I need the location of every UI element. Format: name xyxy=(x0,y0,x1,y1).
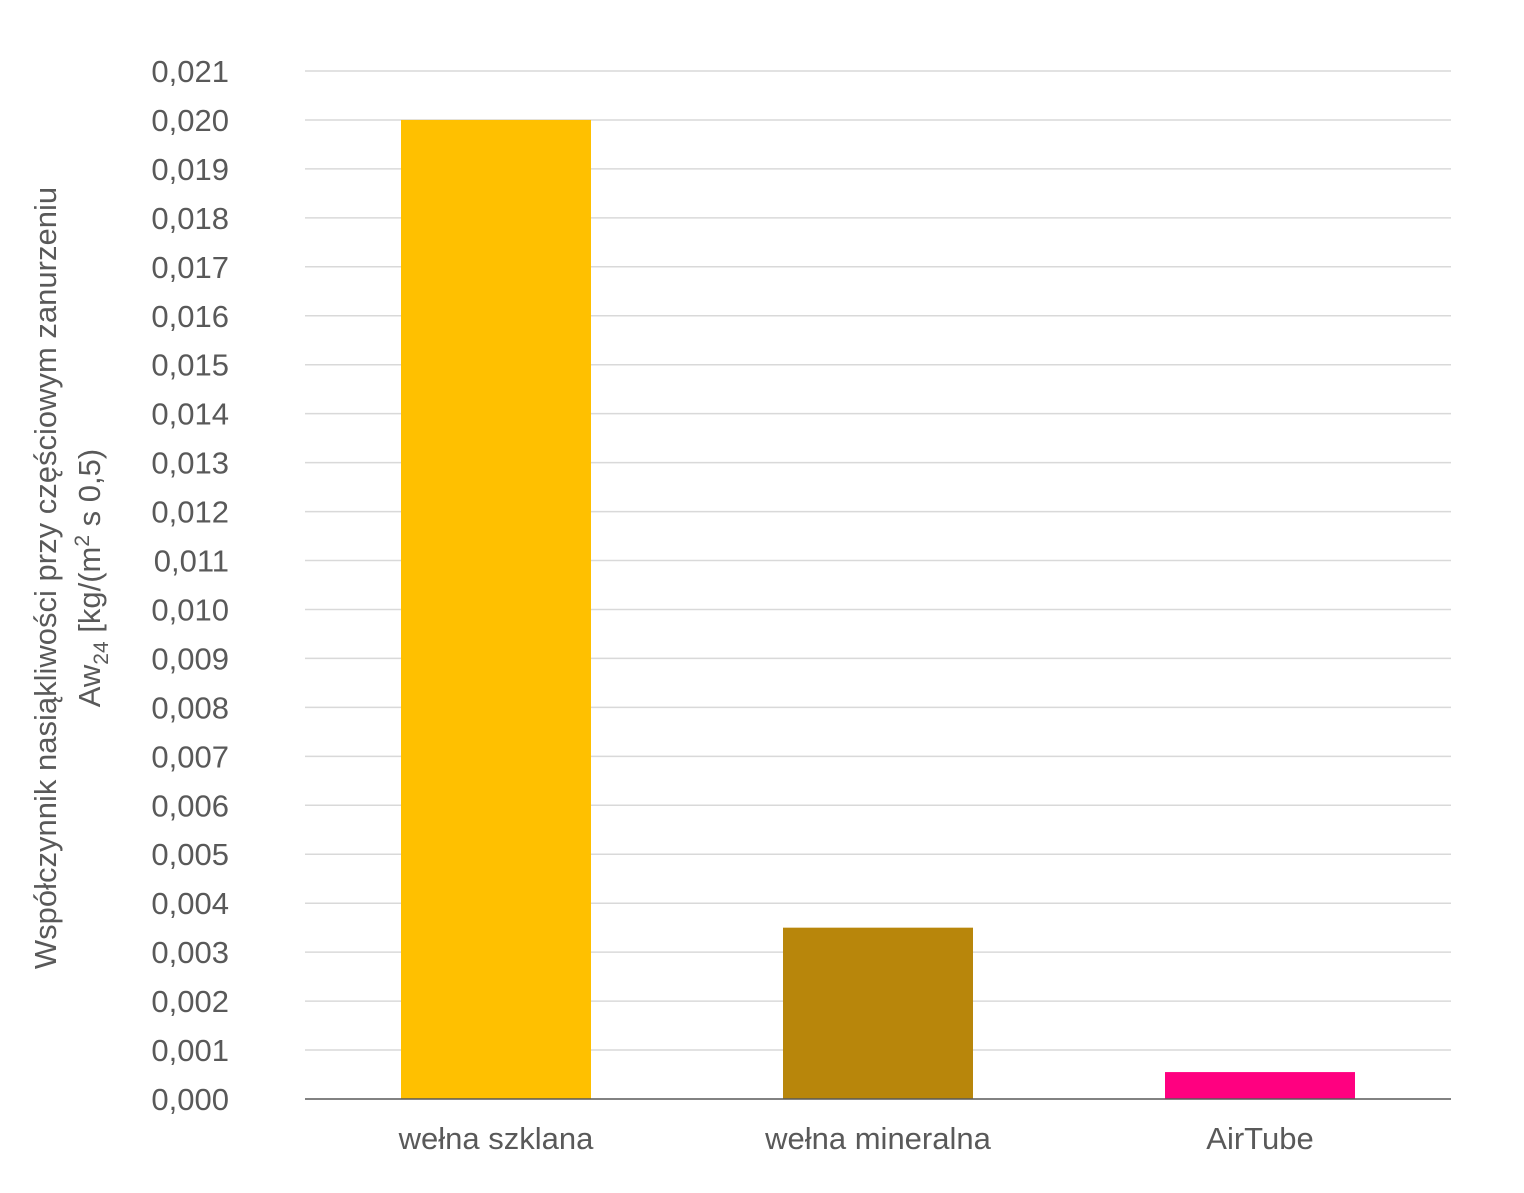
y-tick-label: 0,021 xyxy=(151,54,229,89)
y-tick-label: 0,012 xyxy=(151,495,229,530)
y-tick-label: 0,009 xyxy=(151,641,229,676)
y-tick-label: 0,013 xyxy=(151,446,229,481)
bars xyxy=(401,119,1355,1099)
y-tick-label: 0,016 xyxy=(151,299,229,334)
bar xyxy=(401,119,591,1099)
y-axis-title-line1: Współczynnik nasiąkliwości przy częściow… xyxy=(28,187,63,969)
x-category-label: AirTube xyxy=(1206,1121,1313,1156)
y-tick-label: 0,008 xyxy=(151,690,229,725)
y-tick-label: 0,004 xyxy=(151,886,229,921)
y-axis-title-superscript: 2 xyxy=(71,535,94,547)
y-tick-label: 0,019 xyxy=(151,152,229,187)
y-tick-label: 0,000 xyxy=(151,1082,229,1117)
y-tick-label: 0,015 xyxy=(151,348,229,383)
y-axis-title-middle: [kg/(m xyxy=(72,547,107,642)
bar xyxy=(1165,1072,1355,1099)
y-tick-label: 0,010 xyxy=(151,592,229,627)
y-axis-title-line2: Aw24 [kg/(m2 s 0,5) xyxy=(71,449,113,707)
y-axis-title: Współczynnik nasiąkliwości przy częściow… xyxy=(28,187,113,969)
y-tick-labels: 0,000 0,001 0,002 0,003 0,004 0,005 0,006 0,007… xyxy=(151,54,229,1117)
y-tick-label: 0,018 xyxy=(151,201,229,236)
y-axis-title-prefix: Aw xyxy=(72,664,107,707)
y-tick-label: 0,005 xyxy=(151,837,229,872)
bar xyxy=(783,927,973,1099)
y-tick-label: 0,007 xyxy=(151,739,229,774)
y-tick-label: 0,011 xyxy=(154,544,229,579)
y-tick-label: 0,020 xyxy=(151,103,229,138)
y-tick-label: 0,003 xyxy=(151,935,229,970)
y-tick-label: 0,017 xyxy=(151,250,229,285)
y-axis-title-suffix: s 0,5) xyxy=(72,449,107,535)
x-category-label: wełna szklana xyxy=(398,1121,594,1156)
y-axis-title-subscript: 24 xyxy=(90,641,113,665)
y-tick-label: 0,014 xyxy=(151,397,229,432)
y-tick-label: 0,001 xyxy=(151,1033,229,1068)
x-category-labels: wełna szklana wełna mineralna AirTube xyxy=(398,1121,1314,1156)
y-tick-label: 0,002 xyxy=(151,984,229,1019)
x-category-label: wełna mineralna xyxy=(764,1121,991,1156)
y-tick-label: 0,006 xyxy=(151,788,229,823)
